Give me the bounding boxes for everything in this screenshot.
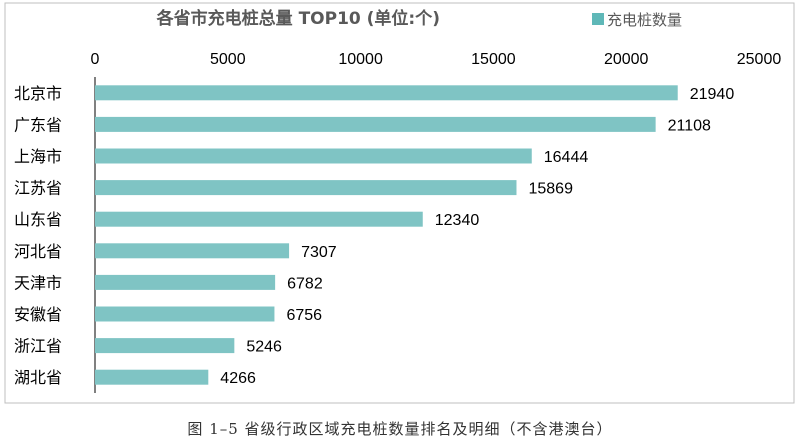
x-tick-label: 20000: [604, 51, 649, 68]
data-label: 21108: [668, 117, 711, 134]
bar: [95, 338, 235, 354]
data-label: 6782: [287, 275, 323, 292]
legend-swatch: [592, 13, 604, 25]
bar: [95, 148, 532, 164]
data-label: 5246: [246, 339, 282, 356]
data-label: 12340: [435, 212, 480, 229]
bar: [95, 180, 517, 196]
data-label: 6756: [286, 307, 322, 324]
x-tick-label: 15000: [471, 51, 516, 68]
category-label: 天津市: [14, 273, 62, 292]
category-label: 山东省: [14, 210, 62, 229]
x-tick-label: 5000: [210, 51, 246, 68]
category-label: 浙江省: [14, 337, 62, 356]
bar: [95, 211, 423, 227]
category-label: 广东省: [14, 115, 62, 134]
chart-title: 各省市充电桩总量 TOP10 (单位:个): [156, 8, 440, 29]
data-labels: 21940 21108 16444 15869 12340 7307 6782 6756524…: [220, 86, 734, 387]
legend: 充电桩数量: [592, 11, 682, 29]
figure-caption: 图 1–5 省级行政区域充电桩数量排名及明细（不含港澳台）: [187, 420, 613, 438]
category-label: 湖北省: [14, 368, 62, 387]
bar: [95, 116, 656, 132]
data-label: 21940: [690, 86, 735, 103]
bar: [95, 306, 275, 322]
category-label: 江苏省: [14, 179, 62, 198]
chart-frame: [4, 2, 795, 404]
data-label: 7307: [301, 244, 337, 261]
x-tick-label: 10000: [338, 51, 383, 68]
bar: [95, 369, 209, 385]
legend-label: 充电桩数量: [607, 11, 682, 29]
x-axis-ticks: 0 5000 10000 15000 20000 25000: [91, 51, 782, 68]
x-tick-label: 25000: [737, 51, 782, 68]
category-label: 安徽省: [14, 305, 62, 324]
category-label: 上海市: [14, 147, 62, 166]
bar: [95, 243, 290, 259]
category-label: 河北省: [14, 242, 62, 261]
data-label: 16444: [544, 149, 589, 166]
bars: [95, 85, 678, 385]
data-label: 15869: [528, 181, 573, 198]
bar: [95, 274, 276, 290]
bar: [95, 85, 678, 101]
x-tick-label: 0: [91, 51, 100, 68]
category-label: 北京市: [14, 84, 62, 103]
data-label: 4266: [220, 370, 256, 387]
